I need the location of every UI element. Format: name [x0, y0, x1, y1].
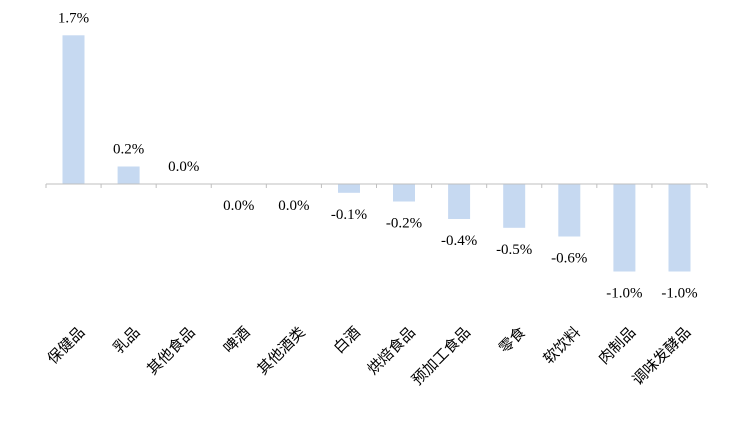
- category-label: 乳品: [109, 323, 143, 357]
- bar: [448, 184, 471, 219]
- category-label: 预加工食品: [408, 323, 474, 389]
- bar: [117, 166, 140, 184]
- x-axis-ticks: [45, 184, 708, 188]
- category-label: 烘焙食品: [364, 323, 419, 378]
- data-labels-group: 1.7% 0.2% 0.0% 0.0% 0.0% -0.1% -0.2% -0.4% -0.5%…: [58, 10, 698, 301]
- bar: [503, 184, 526, 228]
- data-label: 1.7%: [58, 10, 89, 26]
- category-label: 其他酒类: [254, 323, 309, 378]
- data-label: 0.0%: [278, 198, 309, 214]
- data-label: -0.4%: [441, 233, 477, 249]
- data-label: -0.5%: [496, 242, 532, 258]
- bar: [62, 35, 85, 185]
- bar: [613, 184, 636, 272]
- data-label: 0.0%: [168, 159, 199, 175]
- bars-group: [62, 35, 691, 272]
- category-label: 啤酒: [220, 323, 254, 357]
- data-label: 0.0%: [223, 198, 254, 214]
- category-label: 软饮料: [540, 323, 585, 368]
- bar: [668, 184, 691, 272]
- category-label: 保健品: [44, 323, 89, 368]
- data-label: -0.2%: [386, 216, 422, 232]
- category-label: 其他食品: [143, 323, 198, 378]
- data-label: -0.6%: [551, 251, 587, 267]
- category-label: 白酒: [330, 323, 364, 357]
- data-label: -1.0%: [606, 286, 642, 302]
- data-label: -0.1%: [331, 207, 367, 223]
- category-label: 零食: [495, 323, 529, 357]
- bar: [393, 184, 415, 202]
- category-label: 调味发酵品: [629, 323, 695, 389]
- bar: [558, 184, 581, 237]
- data-label: -1.0%: [661, 286, 697, 302]
- bar: [338, 184, 360, 193]
- category-label: 肉制品: [595, 323, 640, 368]
- data-label: 0.2%: [113, 142, 144, 158]
